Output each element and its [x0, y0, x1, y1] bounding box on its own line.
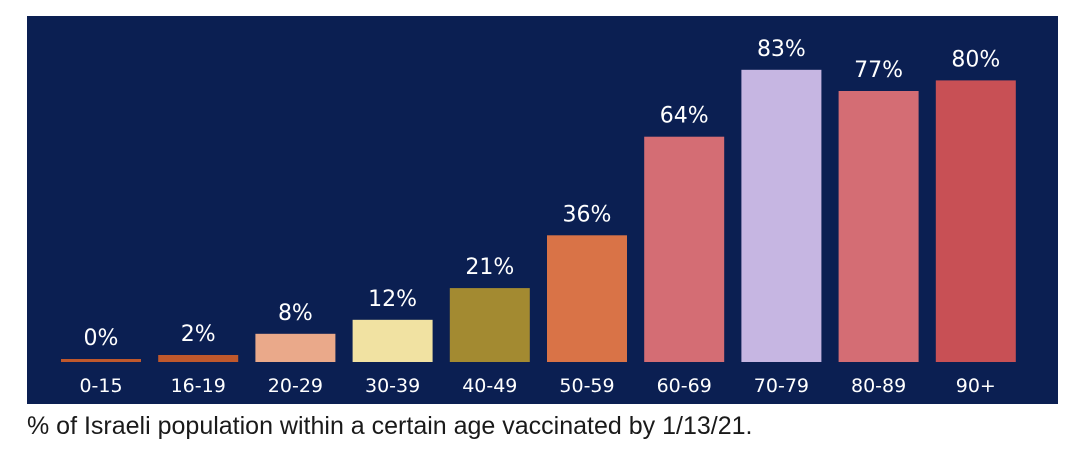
bar-90+	[935, 80, 1016, 363]
bar-70-79	[741, 69, 822, 363]
x-tick-label-80-89: 80-89	[851, 375, 906, 397]
bar-chart: 0% 0-15 2% 16-19 8% 20-29 12% 30-39 21% 40-49 36% 5…	[61, 37, 1016, 397]
x-tick-label-30-39: 30-39	[365, 375, 420, 397]
data-label-80-89: 77%	[854, 58, 903, 83]
x-tick-label-40-49: 40-49	[462, 375, 517, 397]
data-label-70-79: 83%	[757, 37, 806, 62]
data-label-50-59: 36%	[563, 202, 612, 227]
data-label-16-19: 2%	[181, 322, 216, 347]
x-tick-label-70-79: 70-79	[754, 375, 809, 397]
x-tick-label-90+: 90+	[956, 375, 996, 397]
bar-20-29	[255, 333, 336, 362]
bar-40-49	[449, 288, 530, 362]
data-label-30-39: 12%	[368, 287, 417, 312]
x-tick-label-0-15: 0-15	[79, 375, 122, 397]
data-label-90+: 80%	[951, 47, 1000, 72]
data-label-20-29: 8%	[278, 301, 313, 326]
bar-16-19	[158, 355, 239, 362]
bar-50-59	[547, 235, 627, 362]
bar-30-39	[352, 319, 433, 362]
chart-caption: % of Israeli population within a certain…	[27, 412, 753, 440]
chart-panel: 0% 0-15 2% 16-19 8% 20-29 12% 30-39 21% 40-49 36% 5…	[27, 16, 1058, 404]
bar-80-89	[838, 91, 919, 362]
data-label-0-15: 0%	[84, 326, 119, 351]
data-label-60-69: 64%	[660, 104, 709, 129]
data-label-40-49: 21%	[465, 255, 514, 280]
x-tick-label-50-59: 50-59	[559, 375, 614, 397]
bar-0-15	[61, 359, 141, 362]
x-tick-label-60-69: 60-69	[657, 375, 712, 397]
bar-60-69	[644, 136, 725, 362]
x-tick-label-20-29: 20-29	[268, 375, 323, 397]
x-tick-label-16-19: 16-19	[171, 375, 226, 397]
